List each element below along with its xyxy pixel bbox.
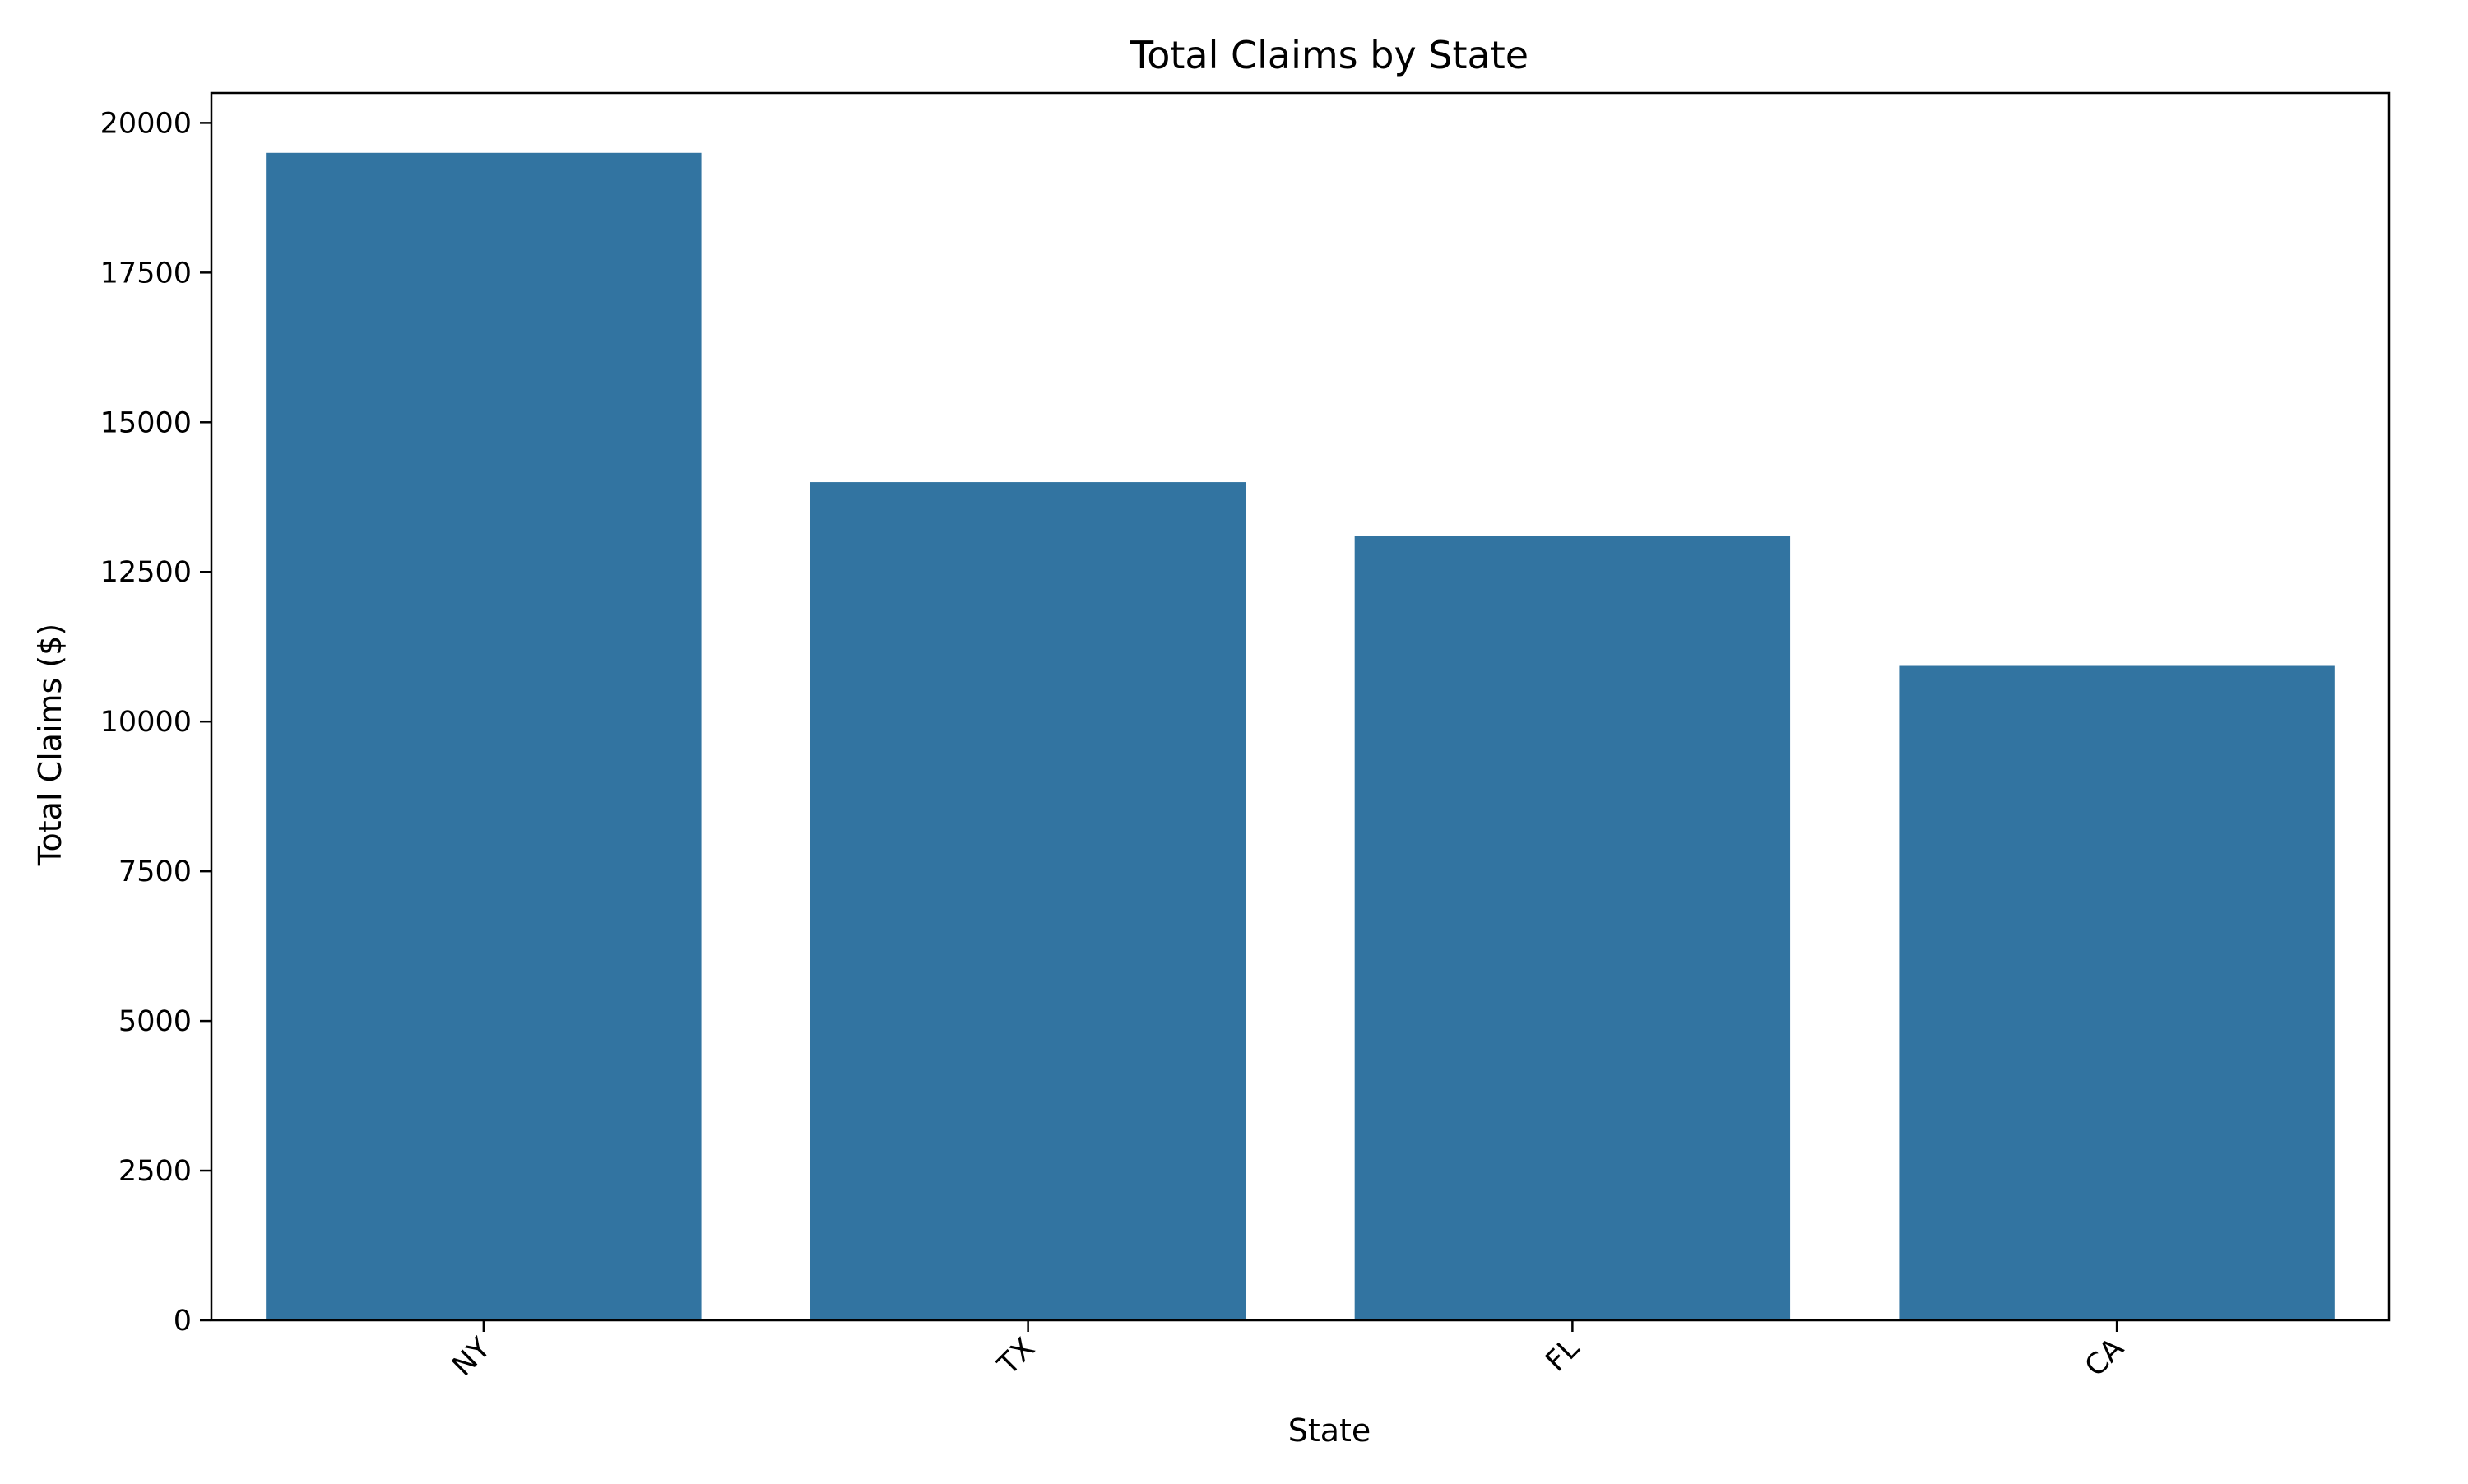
x-tick-label-ny: NY bbox=[446, 1332, 497, 1383]
plot-frame bbox=[210, 91, 2391, 1322]
x-tick-label-tx: TX bbox=[991, 1332, 1041, 1382]
y-axis: 0 2500 5000 7500 10000 12500 15000 17500 20000 bbox=[100, 107, 211, 1338]
y-tick-label: 15000 bbox=[100, 406, 192, 439]
y-tick-label: 5000 bbox=[118, 1005, 192, 1038]
x-axis: NY TX FL CA bbox=[446, 1320, 2131, 1384]
x-tick-label-fl: FL bbox=[1539, 1332, 1586, 1379]
bar-fl bbox=[1354, 536, 1791, 1320]
y-tick-label: 7500 bbox=[118, 856, 192, 888]
y-tick-label: 12500 bbox=[100, 556, 192, 589]
y-tick-label: 17500 bbox=[100, 257, 192, 290]
y-axis-label: Total Claims ($) bbox=[32, 624, 68, 866]
y-tick-label: 0 bbox=[174, 1305, 192, 1338]
y-tick-label: 10000 bbox=[100, 706, 192, 739]
x-tick-label-ca: CA bbox=[2079, 1332, 2131, 1384]
y-tick-label: 2500 bbox=[118, 1155, 192, 1188]
bar-ca bbox=[1899, 665, 2335, 1320]
x-axis-label: State bbox=[1288, 1412, 1371, 1449]
bar-tx bbox=[810, 482, 1246, 1320]
bars-layer bbox=[266, 152, 2335, 1320]
chart-title: Total Claims by State bbox=[1130, 33, 1529, 77]
bar-ny bbox=[266, 152, 702, 1320]
y-tick-label: 20000 bbox=[100, 107, 192, 140]
